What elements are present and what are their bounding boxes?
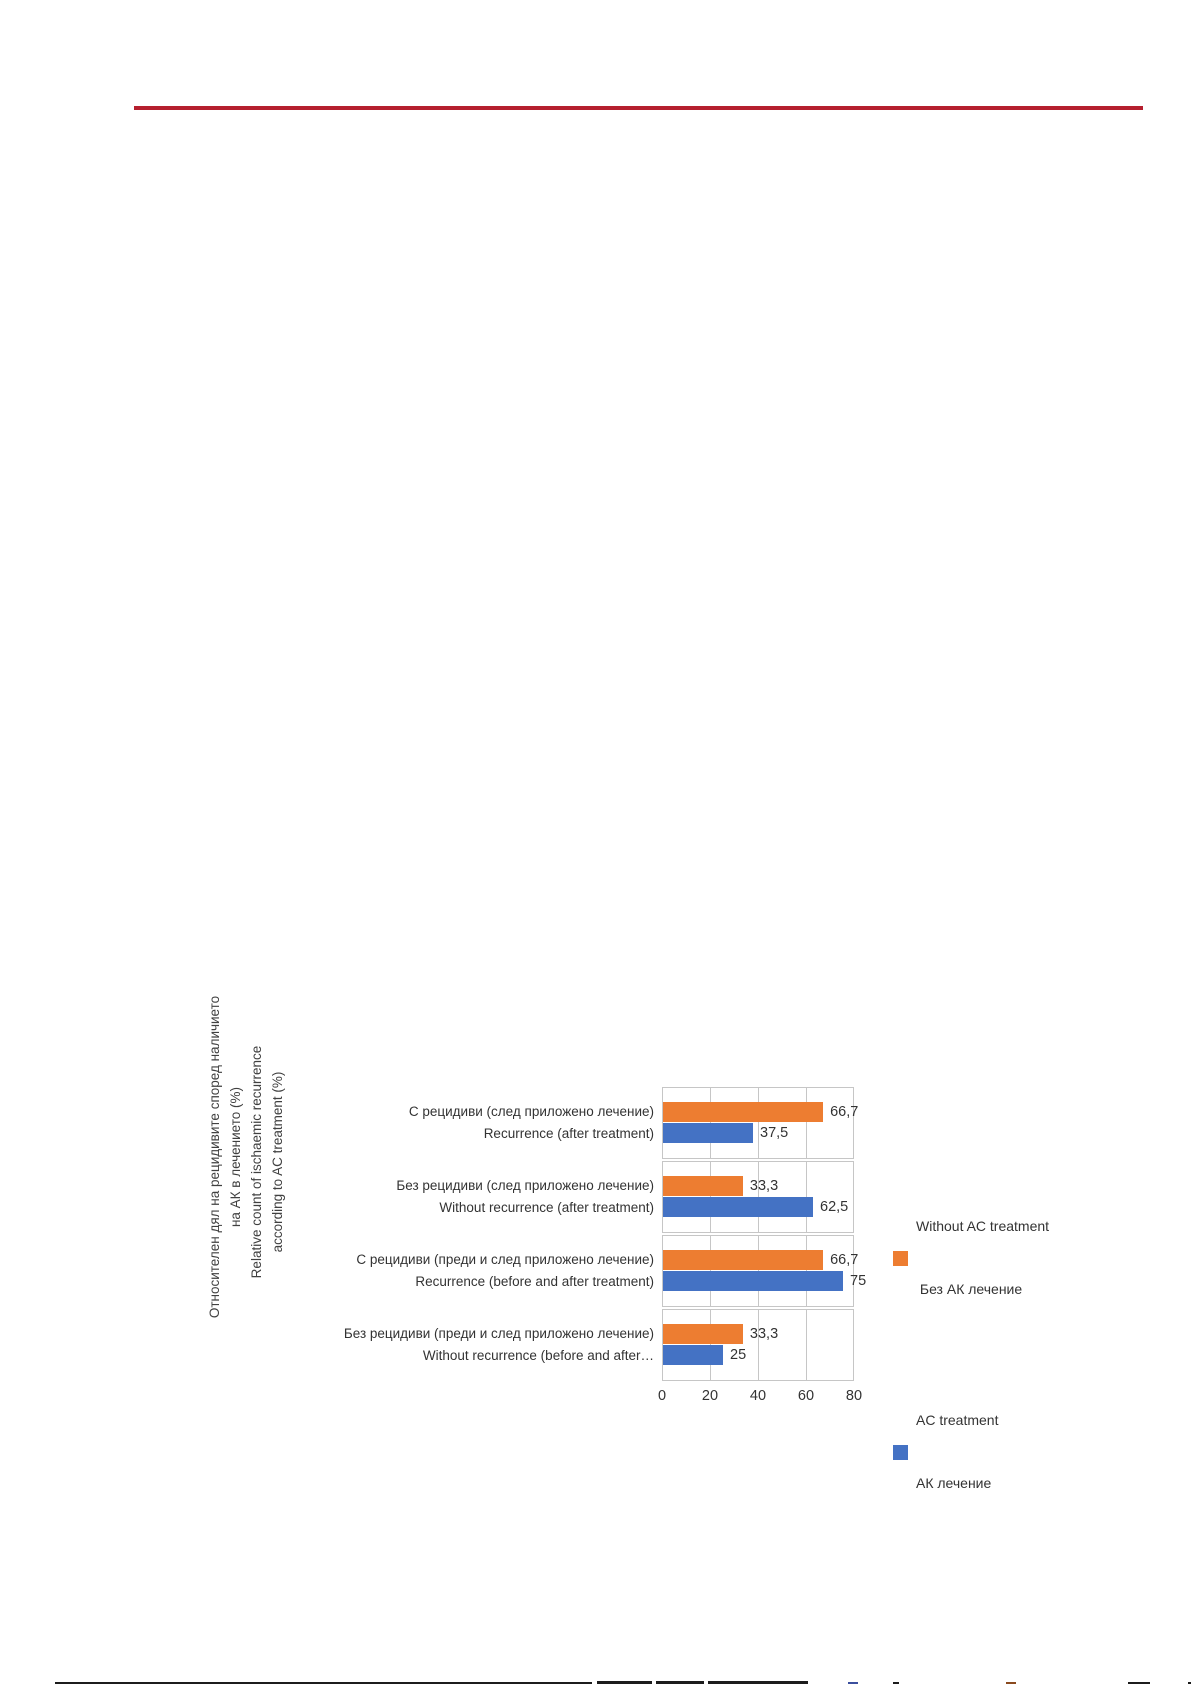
page-bottom-artifact (1128, 1682, 1150, 1684)
category-band: 66,7 75 (662, 1235, 866, 1307)
legend-entry-without-ac: Without AC treatment Без АК лечение (893, 1174, 1049, 1342)
legend-entry-ac: AC treatment АК лечение (893, 1368, 1049, 1536)
category-band: 66,7 37,5 (662, 1087, 858, 1159)
legend-swatch-blue (893, 1444, 908, 1460)
y-axis-title-bulgarian-line1: Относителен дял на рецидивите според нал… (207, 995, 222, 1319)
page-bottom-artifact (55, 1682, 592, 1684)
gridline (758, 1310, 759, 1380)
bar-without-ac-treatment (663, 1324, 743, 1344)
bar-value-label: 62,5 (820, 1199, 849, 1215)
x-axis-tick: 0 (657, 1388, 667, 1404)
bar-without-ac-treatment (663, 1102, 824, 1122)
header-rule (134, 106, 1143, 110)
category-label-bg: С рецидиви (след приложено лечение) (408, 1104, 654, 1119)
legend-label: AC treatment АК лечение (916, 1368, 998, 1536)
page-bottom-artifact (893, 1682, 899, 1684)
bar-ac-treatment (663, 1123, 753, 1143)
legend-label-en: AC treatment (916, 1412, 999, 1428)
bar-value-label: 66,7 (830, 1252, 859, 1268)
y-axis-title-bulgarian: Относителен дял на рецидивите според нал… (204, 957, 248, 1357)
bar-value-label: 75 (850, 1273, 867, 1289)
plot-area: 66,7 37,5 33,3 62,5 (662, 1087, 866, 1383)
x-axis: 0 20 40 60 80 (0, 1388, 1191, 1406)
category-label-en: Recurrence (before and after treatment) (415, 1273, 654, 1289)
category-label-bg: Без рецидиви (след приложено лечение) (396, 1178, 654, 1193)
bar-ac-treatment (663, 1345, 723, 1365)
page-bottom-artifact (597, 1681, 652, 1684)
bar-ac-treatment (663, 1197, 813, 1217)
legend-label-bg: Без АК лечение (916, 1281, 1023, 1297)
bar-value-label: 33,3 (749, 1326, 779, 1342)
gridline (758, 1088, 759, 1158)
page-bottom-artifact (656, 1681, 704, 1684)
page-bottom-artifact (1188, 1682, 1191, 1684)
category-label: Без рецидиви (преди и след приложено леч… (344, 1323, 654, 1367)
category-label-bg: С рецидиви (преди и след приложено лечен… (356, 1252, 654, 1267)
x-axis-tick: 40 (749, 1388, 767, 1404)
category-label-en: Recurrence (after treatment) (483, 1125, 654, 1141)
bar-value-label: 25 (730, 1347, 747, 1363)
category-label-bg: Без рецидиви (преди и след приложено леч… (343, 1326, 654, 1341)
x-axis-tick: 20 (701, 1388, 719, 1404)
category-band: 33,3 62,5 (662, 1161, 854, 1233)
category-label: Без рецидиви (след приложено лечение) Wi… (396, 1175, 654, 1219)
y-axis-title-bulgarian-line2: на АК в лечението (%) (228, 1086, 243, 1228)
bar-value-label: 37,5 (760, 1125, 789, 1141)
legend-label-en: Without AC treatment (916, 1218, 1050, 1234)
gridline (806, 1310, 807, 1380)
y-axis-title-english-line2: according to AC treatment (%) (270, 1071, 285, 1253)
y-axis-title-english-line1: Relative count of ischaemic recurrence (249, 1045, 264, 1279)
page-bottom-artifact (708, 1681, 808, 1684)
chart-legend: Without AC treatment Без АК лечение AC t… (893, 1174, 1049, 1562)
legend-swatch-orange (893, 1250, 908, 1266)
bar-value-label: 66,7 (830, 1104, 859, 1120)
gridline (806, 1088, 807, 1158)
x-axis-tick: 80 (845, 1388, 863, 1404)
page-bottom-artifact (848, 1682, 858, 1684)
bar-ac-treatment (663, 1271, 843, 1291)
bar-without-ac-treatment (663, 1176, 743, 1196)
category-label: С рецидиви (след приложено лечение) Recu… (409, 1101, 654, 1145)
category-label-en: Without recurrence (before and after… (422, 1347, 654, 1363)
category-band: 33,3 25 (662, 1309, 854, 1381)
category-label-en: Without recurrence (after treatment) (439, 1199, 654, 1215)
page-bottom-artifact (1006, 1682, 1016, 1684)
y-axis-title-english: Relative count of ischaemic recurrence a… (246, 962, 290, 1362)
category-label: С рецидиви (преди и след приложено лечен… (356, 1249, 654, 1293)
bar-without-ac-treatment (663, 1250, 824, 1270)
legend-label: Without AC treatment Без АК лечение (916, 1174, 1049, 1342)
legend-label-bg: АК лечение (916, 1475, 992, 1491)
x-axis-tick: 60 (797, 1388, 815, 1404)
bar-value-label: 33,3 (749, 1178, 779, 1194)
